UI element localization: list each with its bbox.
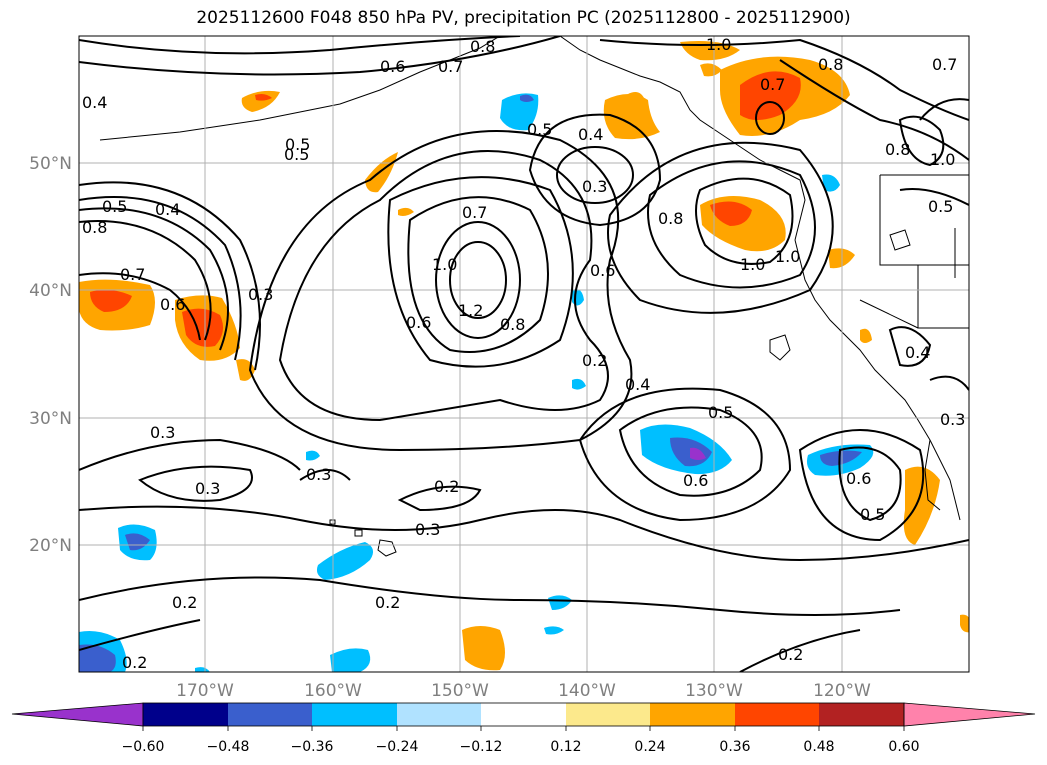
longitude-labels: 170°W 160°W 150°W 140°W 130°W 120°W bbox=[176, 681, 871, 701]
contour-label: 0.3 bbox=[195, 479, 220, 498]
contour-label: 0.5 bbox=[284, 145, 309, 164]
longitude-label: 150°W bbox=[431, 681, 489, 701]
contour-label: 0.5 bbox=[527, 120, 552, 139]
colorbar-tick-label: −0.60 bbox=[122, 739, 165, 755]
contour-label: 1.0 bbox=[930, 150, 955, 169]
contour-label: 0.3 bbox=[150, 423, 175, 442]
latitude-label: 50°N bbox=[29, 154, 72, 174]
contour-label: 0.8 bbox=[82, 218, 107, 237]
contour-label: 1.0 bbox=[706, 35, 731, 54]
contour-label: 1.0 bbox=[775, 247, 800, 266]
contour-label: 0.4 bbox=[82, 93, 107, 112]
contour-label: 0.5 bbox=[860, 505, 885, 524]
contour-label: 0.8 bbox=[500, 315, 525, 334]
colorbar-outline bbox=[142, 702, 905, 727]
colorbar-bin bbox=[566, 703, 650, 726]
colorbar-tick-label: −0.36 bbox=[291, 739, 334, 755]
contour-label: 1.0 bbox=[432, 255, 457, 274]
latitude-label: 30°N bbox=[29, 409, 72, 429]
contour-label: 0.5 bbox=[708, 403, 733, 422]
contour-label: 0.6 bbox=[160, 295, 185, 314]
colorbar-bin bbox=[397, 703, 481, 726]
contour-label: 0.7 bbox=[438, 57, 463, 76]
longitude-label: 130°W bbox=[685, 681, 743, 701]
colorbar-bin bbox=[735, 703, 819, 726]
longitude-label: 160°W bbox=[304, 681, 362, 701]
contour-label: 0.2 bbox=[434, 477, 459, 496]
contour-label: 0.6 bbox=[846, 469, 871, 488]
contour-label: 0.5 bbox=[102, 197, 127, 216]
contour-label: 0.4 bbox=[625, 375, 650, 394]
longitude-label: 170°W bbox=[176, 681, 234, 701]
colorbar-bin bbox=[819, 703, 904, 726]
contour-label: 0.5 bbox=[285, 135, 310, 154]
latitude-label: 40°N bbox=[29, 281, 72, 301]
colorbar-tick-label: 0.60 bbox=[888, 739, 919, 755]
contour-label: 1.0 bbox=[740, 255, 765, 274]
contour-label: 0.3 bbox=[248, 285, 273, 304]
colorbar-extend-min bbox=[11, 702, 144, 727]
contour-label: 0.6 bbox=[590, 261, 615, 280]
contour-label: 0.7 bbox=[760, 75, 785, 94]
colorbar-tick-label: 0.24 bbox=[634, 739, 665, 755]
contour-label: 0.8 bbox=[470, 37, 495, 56]
contour-label: 0.2 bbox=[582, 351, 607, 370]
contour-label: 0.5 bbox=[928, 197, 953, 216]
latitude-labels: 50°N 40°N 30°N 20°N bbox=[29, 154, 72, 556]
contour-label: 0.6 bbox=[380, 57, 405, 76]
contour-label: 0.6 bbox=[406, 313, 431, 332]
contour-label: 0.2 bbox=[172, 593, 197, 612]
colorbar-tick-label: −0.48 bbox=[207, 739, 250, 755]
contour-label: 0.2 bbox=[122, 653, 147, 672]
map-frame bbox=[78, 35, 970, 673]
colorbar: −0.60 −0.48 −0.36 −0.24 −0.12 0.12 0.24 … bbox=[11, 702, 1036, 755]
contour-label: 0.2 bbox=[375, 593, 400, 612]
map-content: 0.8 0.7 0.6 0.4 0.5 0.5 0.4 0.8 0.7 0.6 … bbox=[79, 35, 969, 672]
colorbar-extend-max bbox=[903, 702, 1036, 727]
colorbar-bin bbox=[650, 703, 735, 726]
contour-label: 0.4 bbox=[905, 343, 930, 362]
precipitation-field bbox=[79, 41, 969, 672]
contour-label: 0.3 bbox=[940, 410, 965, 429]
colorbar-tick-label: −0.12 bbox=[460, 739, 503, 755]
colorbar-bin bbox=[143, 703, 228, 726]
latitude-label: 20°N bbox=[29, 536, 72, 556]
contour-label: 0.2 bbox=[778, 645, 803, 664]
longitude-label: 120°W bbox=[813, 681, 871, 701]
contour-label: 0.8 bbox=[885, 140, 910, 159]
colorbar-tick-label: −0.24 bbox=[376, 739, 419, 755]
colorbar-tick-label: 0.48 bbox=[803, 739, 834, 755]
contour-label: 0.7 bbox=[120, 265, 145, 284]
graticule bbox=[79, 36, 969, 672]
contour-label: 0.8 bbox=[818, 55, 843, 74]
contour-label: 1.2 bbox=[458, 301, 483, 320]
contour-label: 0.3 bbox=[582, 177, 607, 196]
longitude-label: 140°W bbox=[558, 681, 616, 701]
contour-label: 0.7 bbox=[462, 203, 487, 222]
pv-contours bbox=[79, 36, 969, 672]
colorbar-tick-label: 0.12 bbox=[550, 739, 581, 755]
colorbar-bin bbox=[481, 703, 566, 726]
contour-label: 0.3 bbox=[415, 520, 440, 539]
contour-label: 0.4 bbox=[155, 200, 180, 219]
colorbar-bin bbox=[228, 703, 312, 726]
contour-label: 0.4 bbox=[578, 125, 603, 144]
coastline bbox=[99, 36, 969, 557]
colorbar-tick-label: 0.36 bbox=[719, 739, 750, 755]
colorbar-bin bbox=[312, 703, 397, 726]
map-title: 2025112600 F048 850 hPa PV, precipitatio… bbox=[196, 8, 851, 28]
contour-label: 0.7 bbox=[932, 55, 957, 74]
contour-label: 0.8 bbox=[658, 209, 683, 228]
contour-label: 0.3 bbox=[306, 465, 331, 484]
contour-labels: 0.8 0.7 0.6 0.4 0.5 0.5 0.4 0.8 0.7 0.6 … bbox=[82, 35, 965, 672]
contour-label: 0.6 bbox=[683, 471, 708, 490]
